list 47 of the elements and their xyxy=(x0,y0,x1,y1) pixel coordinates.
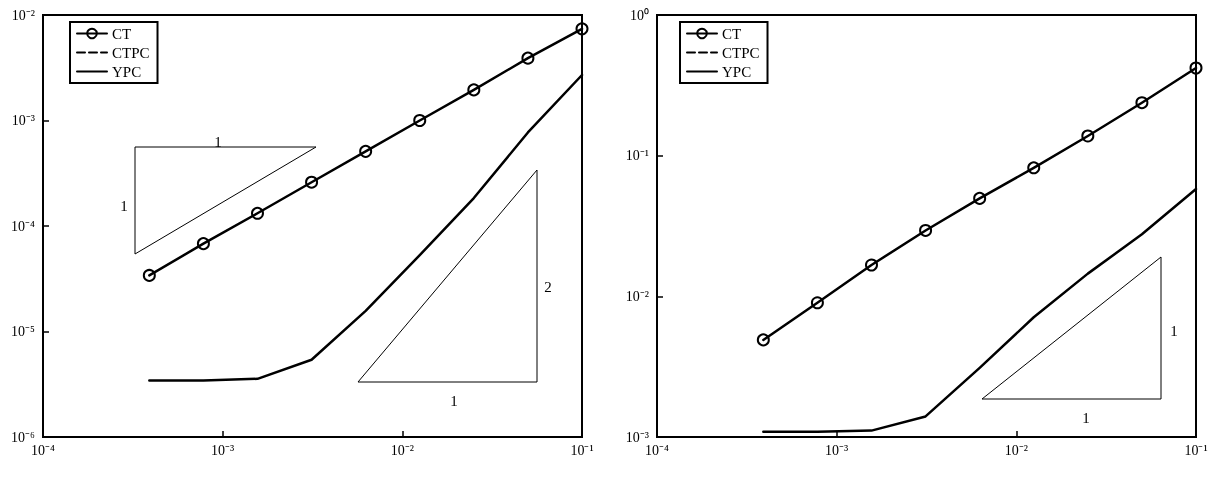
x-tick-label: 10⁻² xyxy=(390,442,414,458)
x-tick-label: 10⁻⁴ xyxy=(31,442,56,458)
point xyxy=(251,206,264,220)
y-tick-label: 10⁻³ xyxy=(11,113,35,128)
legend-label: YPC xyxy=(112,63,142,80)
annotation: 2 xyxy=(544,279,552,295)
x-tick-label: 10⁻³ xyxy=(825,442,849,458)
point xyxy=(1189,61,1203,75)
point xyxy=(575,22,589,36)
annotation: 1 xyxy=(120,198,128,214)
point xyxy=(305,175,319,189)
legend-label: CT xyxy=(112,25,132,42)
legend-label: CTPC xyxy=(112,44,150,61)
legend-label: CT xyxy=(722,25,742,42)
point xyxy=(521,51,535,65)
legend-label: CTPC xyxy=(722,44,760,61)
legend-label: YPC xyxy=(722,63,752,80)
y-tick-label: 10⁻² xyxy=(625,288,649,304)
point xyxy=(810,296,824,310)
y-tick-label: 10⁻² xyxy=(11,7,35,23)
y-tick-label: 10⁻⁵ xyxy=(11,324,36,339)
x-tick-label: 10⁻² xyxy=(1004,442,1028,458)
x-tick-label: 10⁻¹ xyxy=(570,442,594,458)
point xyxy=(196,237,210,251)
annotation: 1 xyxy=(1082,410,1090,426)
annotation: 1 xyxy=(1170,323,1178,339)
annotation: 1 xyxy=(214,134,222,150)
y-tick-label: 10⁻⁶ xyxy=(11,429,36,445)
point xyxy=(413,114,427,127)
point xyxy=(973,191,987,205)
y-tick-label: 10⁻⁴ xyxy=(11,218,36,234)
x-tick-label: 10⁻³ xyxy=(211,442,235,458)
point xyxy=(359,144,373,158)
point xyxy=(467,83,481,97)
point xyxy=(1081,129,1095,143)
annotation: 1 xyxy=(450,393,458,409)
x-tick-label: 10⁻⁴ xyxy=(645,442,670,458)
x-tick-label: 10⁻¹ xyxy=(1184,442,1208,458)
y-tick-label: 10⁰ xyxy=(630,7,649,23)
point xyxy=(1027,161,1041,175)
point xyxy=(865,258,878,272)
y-tick-label: 10⁻³ xyxy=(625,429,649,445)
point xyxy=(756,333,770,347)
point xyxy=(1135,96,1149,110)
point xyxy=(142,268,156,282)
point xyxy=(919,223,933,237)
y-tick-label: 10⁻¹ xyxy=(625,148,649,164)
